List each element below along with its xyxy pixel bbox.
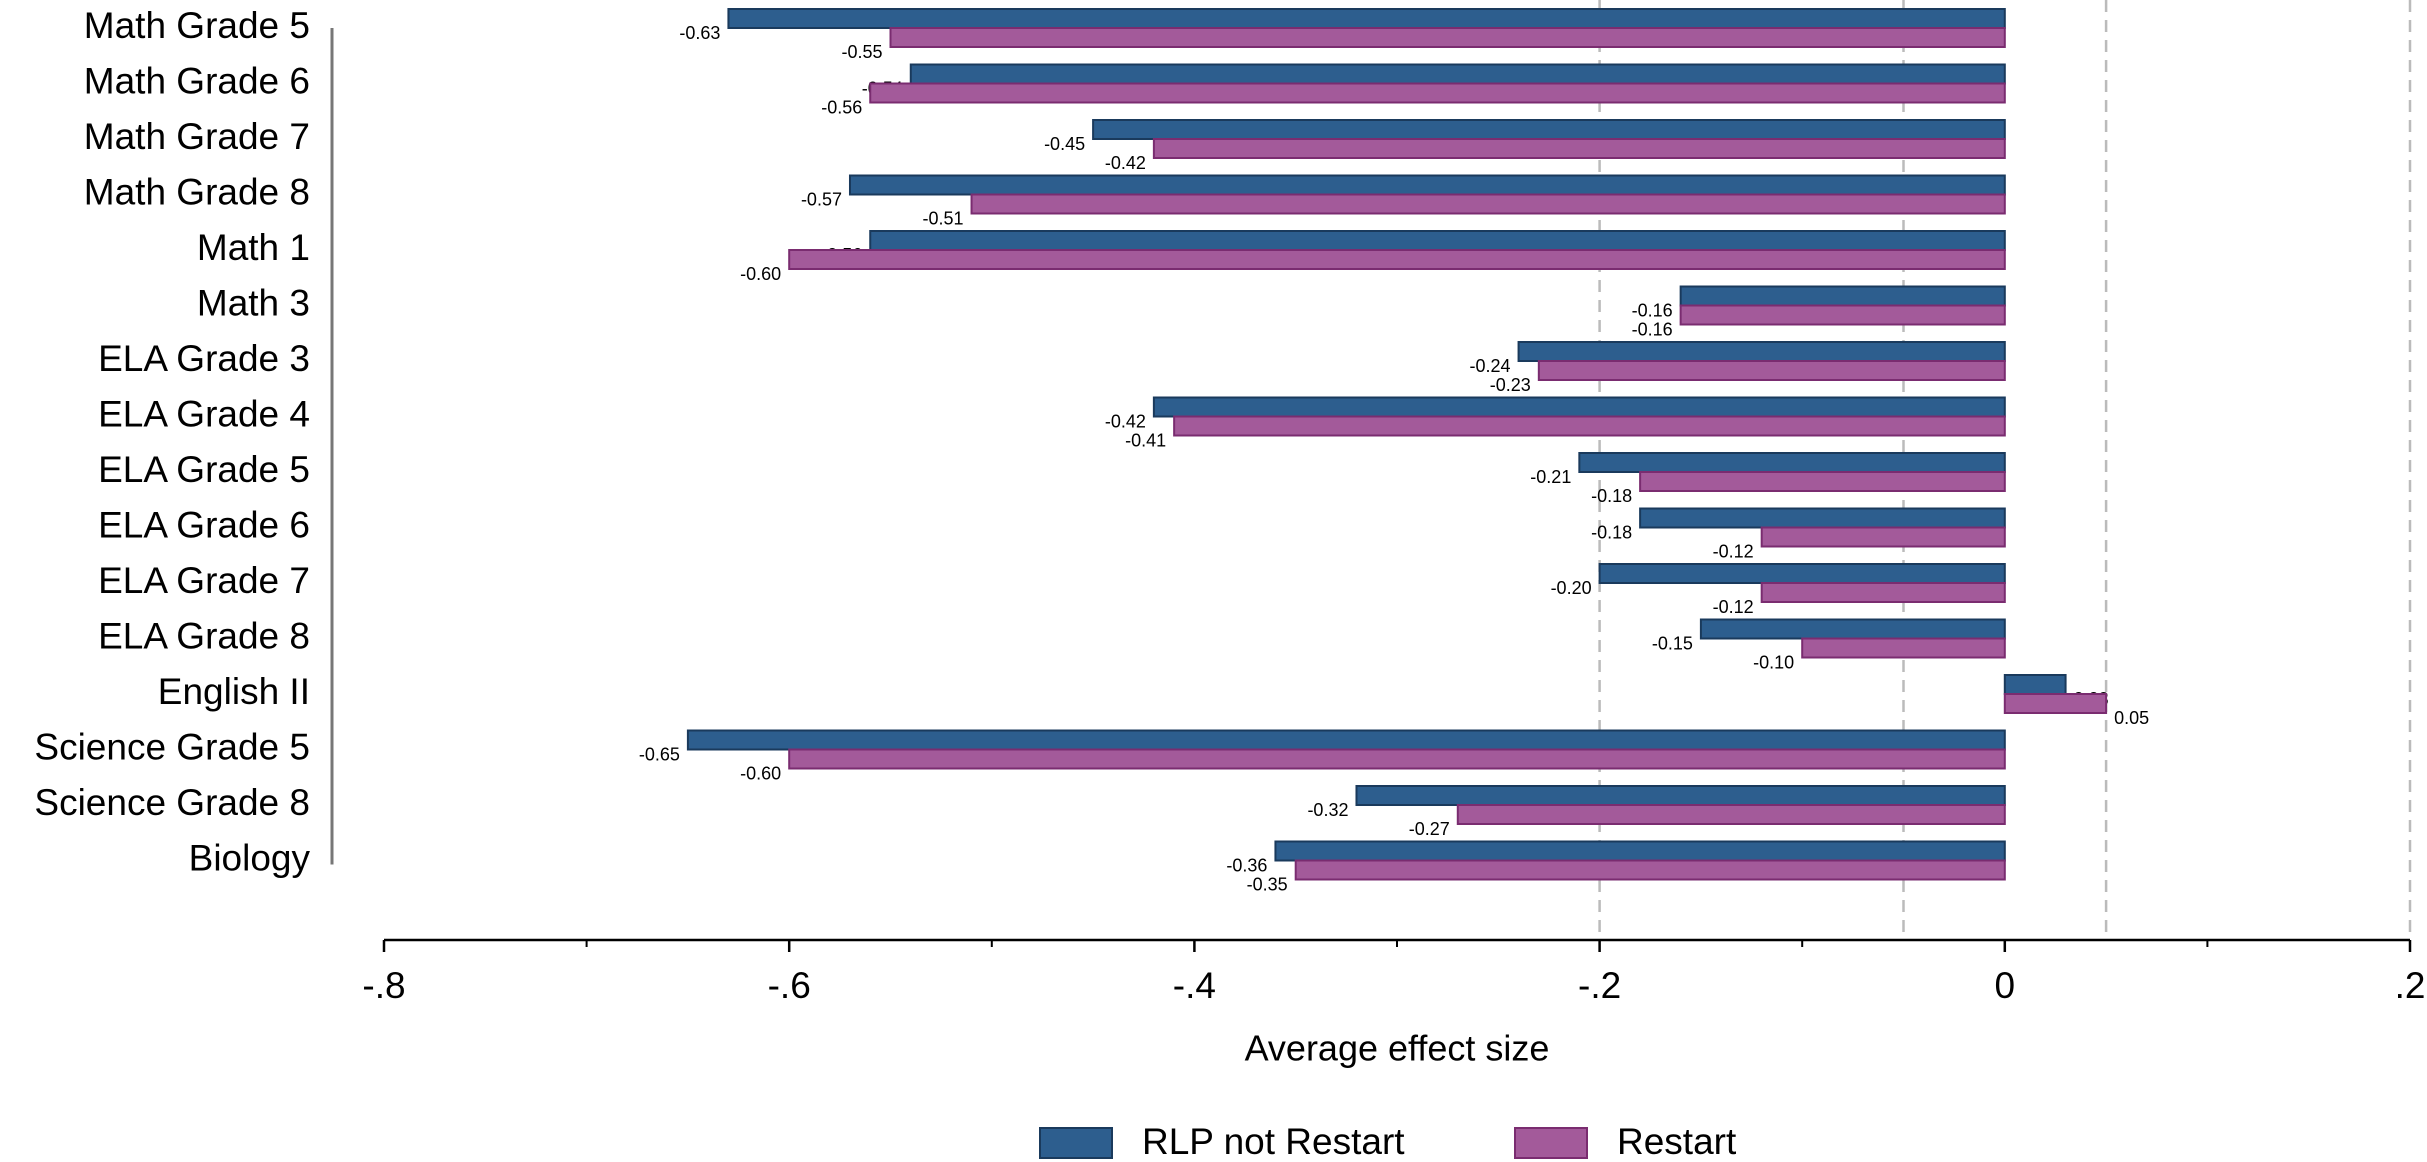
bar (848, 174, 2006, 196)
bar (869, 230, 2006, 251)
bar (909, 63, 2006, 85)
data-label: -0.41 (1125, 430, 1166, 450)
bar (869, 82, 2006, 104)
bar (1699, 618, 2006, 640)
bar (1639, 507, 2006, 529)
bar (889, 27, 2006, 48)
y-tick-label: Math 1 (197, 227, 310, 268)
bar (1679, 285, 2006, 307)
y-tick-label: Math Grade 8 (84, 171, 310, 212)
bar (1355, 785, 2006, 806)
data-label: -0.12 (1713, 597, 1754, 617)
data-label: -0.27 (1409, 819, 1450, 839)
bar (1639, 471, 2006, 492)
bar (1274, 840, 2006, 862)
bar (2003, 674, 2067, 695)
data-label: -0.57 (801, 189, 842, 209)
data-label: -0.20 (1551, 578, 1592, 598)
y-tick-label: Math Grade 7 (84, 116, 310, 157)
data-label: -0.36 (1226, 855, 1267, 875)
x-tick-label: -.4 (1173, 965, 1216, 1006)
y-tick-label: Science Grade 8 (34, 782, 310, 823)
data-label: -0.55 (841, 42, 882, 62)
data-label: -0.42 (1105, 411, 1146, 431)
bar (1152, 138, 2006, 159)
bar (1294, 859, 2006, 881)
x-tick-label: -.6 (768, 965, 811, 1006)
bar (1152, 396, 2006, 418)
data-label: -0.35 (1247, 874, 1288, 894)
x-tick-label: .2 (2395, 965, 2426, 1006)
x-tick-label: -.8 (362, 965, 405, 1006)
bar (788, 249, 2006, 270)
bar (1760, 526, 2006, 548)
data-label: -0.16 (1632, 319, 1673, 339)
data-label: -0.60 (740, 763, 781, 783)
data-label: -0.51 (923, 208, 964, 228)
data-label: -0.18 (1591, 486, 1632, 506)
bar (1173, 415, 2006, 437)
bar (788, 748, 2006, 770)
data-label: 0.05 (2114, 708, 2149, 728)
data-label: -0.23 (1490, 375, 1531, 395)
bar (1517, 341, 2006, 362)
data-label: -0.32 (1307, 800, 1348, 820)
bar (686, 729, 2006, 751)
data-label: -0.21 (1530, 467, 1571, 487)
legend-label: RLP not Restart (1142, 1121, 1405, 1162)
data-label: -0.65 (639, 744, 680, 764)
data-label: -0.10 (1753, 652, 1794, 672)
bar (1598, 563, 2006, 584)
data-label: -0.45 (1044, 134, 1085, 154)
data-label: -0.12 (1713, 541, 1754, 561)
data-label: -0.16 (1632, 300, 1673, 320)
legend-swatch (1039, 1127, 1113, 1159)
data-label: -0.56 (821, 97, 862, 117)
bar (970, 193, 2006, 215)
y-tick-label: ELA Grade 6 (98, 504, 310, 545)
bar (1092, 119, 2006, 140)
bar (1679, 304, 2006, 326)
bar (1801, 637, 2006, 659)
x-tick-label: -.2 (1578, 965, 1621, 1006)
legend-swatch (1514, 1127, 1588, 1159)
y-tick-label: ELA Grade 5 (98, 449, 310, 490)
bar (1760, 582, 2006, 603)
bar (1537, 360, 2006, 381)
y-tick-label: ELA Grade 8 (98, 615, 310, 656)
data-label: -0.15 (1652, 633, 1693, 653)
data-label: -0.18 (1591, 522, 1632, 542)
data-label: -0.24 (1470, 356, 1511, 376)
legend-label: Restart (1617, 1121, 1737, 1162)
y-tick-label: Math Grade 6 (84, 60, 310, 101)
y-tick-label: ELA Grade 4 (98, 393, 310, 434)
bar (2003, 693, 2108, 714)
data-label: -0.60 (740, 264, 781, 284)
data-label: -0.42 (1105, 153, 1146, 173)
y-tick-label: English II (158, 671, 310, 712)
y-tick-label: ELA Grade 3 (98, 338, 310, 379)
bar (1456, 804, 2006, 825)
y-tick-label: Biology (189, 837, 311, 878)
bar (727, 8, 2006, 29)
y-tick-label: Science Grade 5 (34, 726, 310, 767)
y-tick-label: ELA Grade 7 (98, 560, 310, 601)
y-tick-label: Math Grade 5 (84, 5, 310, 46)
y-tick-label: Math 3 (197, 282, 310, 323)
x-tick-label: 0 (1995, 965, 2016, 1006)
data-label: -0.63 (679, 23, 720, 43)
bar (1578, 452, 2006, 473)
x-axis-title: Average effect size (1245, 1028, 1550, 1069)
